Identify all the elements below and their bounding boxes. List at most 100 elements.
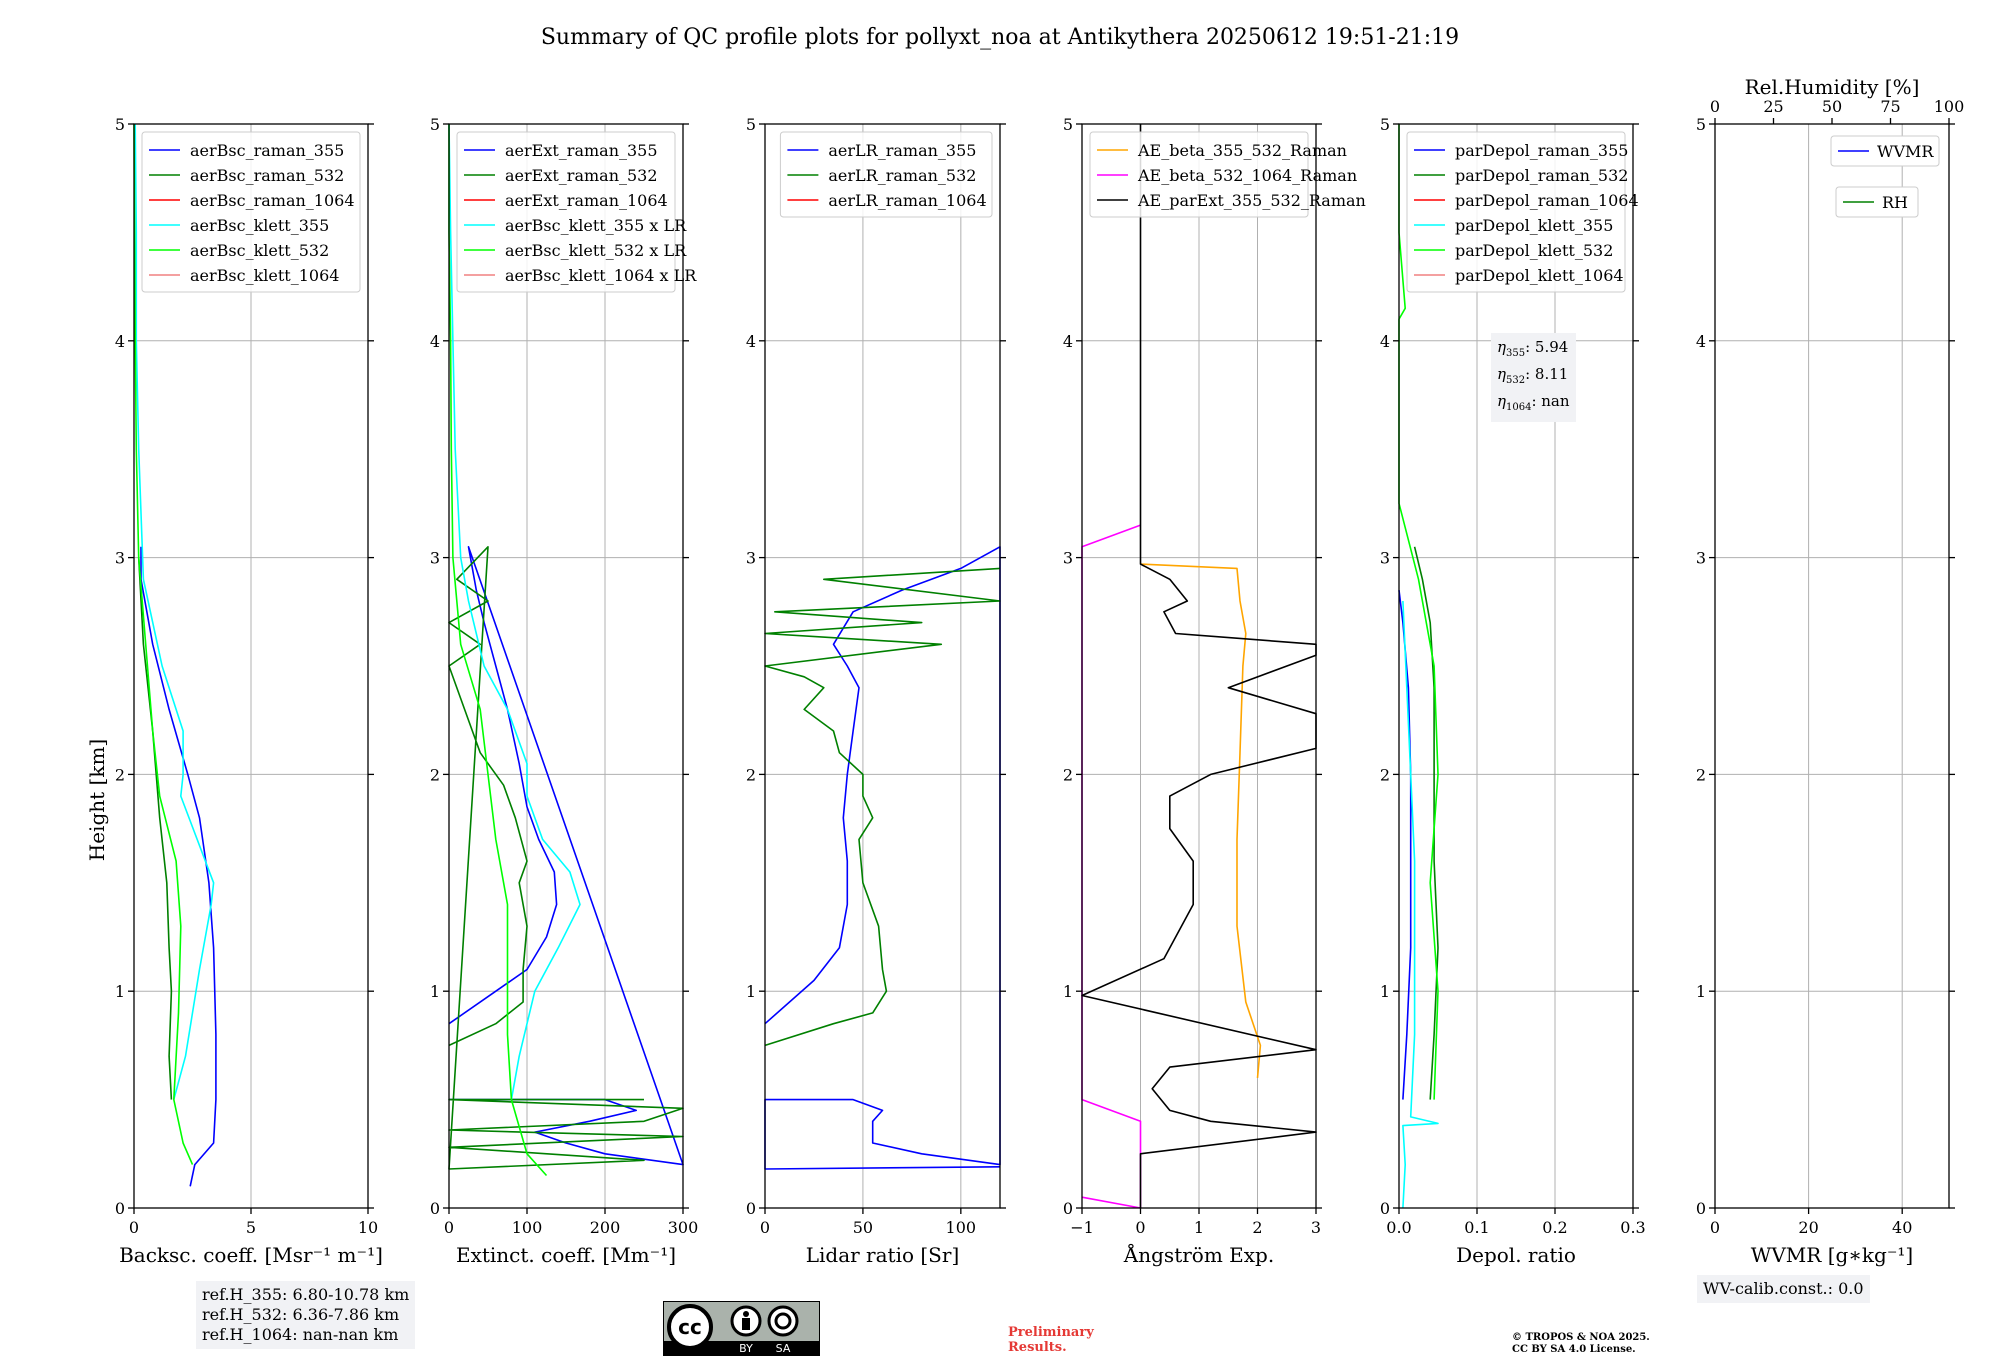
legend: parDepol_raman_355 parDepol_raman_532 parD… xyxy=(1406,131,1639,293)
x-tick-label: 0 xyxy=(444,1218,454,1237)
x-tick-label: 0.2 xyxy=(1542,1218,1567,1237)
legend-entry: aerBsc_klett_532 xyxy=(190,241,329,260)
sa-label: SA xyxy=(776,1342,791,1355)
y-tick-label: 2 xyxy=(430,765,440,784)
y-tick-label: 4 xyxy=(430,332,440,351)
x-tick-label: −1 xyxy=(1070,1218,1094,1237)
series-line-parDepol_raman_355 xyxy=(1398,590,1412,1100)
x-tick-label: 5 xyxy=(246,1218,256,1237)
y-tick-label: 5 xyxy=(746,115,756,134)
y-tick-label: 1 xyxy=(115,982,125,1001)
y-tick-label: 5 xyxy=(430,115,440,134)
legend-entry: aerExt_raman_532 xyxy=(505,166,658,185)
x-axis-label: Extinct. coeff. [Mm⁻¹] xyxy=(456,1243,676,1267)
y-tick-label: 1 xyxy=(1380,982,1390,1001)
eta-1064: η1064: nan xyxy=(1497,392,1570,413)
x2-tick-label: 0 xyxy=(1710,97,1720,116)
legend-entry: aerLR_raman_1064 xyxy=(828,191,986,210)
by-label: BY xyxy=(739,1342,753,1355)
y-tick-label: 4 xyxy=(115,332,125,351)
y-tick-label: 4 xyxy=(1063,332,1073,351)
x-tick-label: 3 xyxy=(1311,1218,1321,1237)
x-tick-label: 1 xyxy=(1194,1218,1204,1237)
y-tick-label: 2 xyxy=(1063,765,1073,784)
series-line-AE_parExt_355_532_Raman xyxy=(1081,124,1317,1208)
y-tick-label: 1 xyxy=(1063,982,1073,1001)
legend: WVMR xyxy=(1830,135,1940,167)
sa-icon xyxy=(767,1305,799,1337)
legend-entry: AE_parExt_355_532_Raman xyxy=(1137,191,1366,210)
x2-axis-label: Rel.Humidity [%] xyxy=(1745,75,1920,99)
series-line-parDepol_raman_532 xyxy=(1413,546,1439,1100)
panel-6: 0 20 40 0 1 2 3 4 5 WVMR [g∗kg⁻¹] 0 25 50 75 100 Rel.Hu… xyxy=(1696,75,1964,1267)
ref-height-532: ref.H_532: 6.36-7.86 km xyxy=(202,1305,400,1324)
x2-tick-label: 100 xyxy=(1934,97,1965,116)
copyright-note: © TROPOS & NOA 2025. CC BY SA 4.0 Licens… xyxy=(1512,1332,1650,1355)
x-axis-label: WVMR [g∗kg⁻¹] xyxy=(1751,1243,1913,1267)
y-tick-label: 0 xyxy=(430,1199,440,1218)
y-tick-label: 0 xyxy=(1696,1199,1706,1218)
panel-2: 0 100 200 300 0 1 2 3 4 5 Extinct. coeff. [Mm⁻¹] ae… xyxy=(430,115,698,1267)
x-axis-label: Lidar ratio [Sr] xyxy=(806,1243,960,1267)
axes-frame xyxy=(448,123,684,1209)
legend-entry: aerBsc_klett_532 x LR xyxy=(505,241,687,260)
x2-tick-label: 50 xyxy=(1822,97,1842,116)
eta-355: η355: 5.94 xyxy=(1497,338,1569,359)
legend-entry: parDepol_klett_355 xyxy=(1455,216,1613,235)
y-tick-label: 4 xyxy=(746,332,756,351)
legend-entry: aerExt_raman_355 xyxy=(505,141,658,160)
x-tick-label: 300 xyxy=(668,1218,699,1237)
legend-entry: aerBsc_raman_355 xyxy=(190,141,344,160)
series-line-aerBsc_raman_532 xyxy=(137,557,173,1100)
legend-entry: aerBsc_raman_1064 xyxy=(190,191,355,210)
x-tick-label: 100 xyxy=(512,1218,543,1237)
ref-height-1064: ref.H_1064: nan-nan km xyxy=(202,1325,399,1344)
x-tick-label: 200 xyxy=(590,1218,621,1237)
series-line-aerExt_raman_355 xyxy=(448,546,684,1166)
panel-5: 0.0 0.1 0.2 0.3 0 1 2 3 4 5 Depol. ratio parDepol_r… xyxy=(1380,115,1646,1267)
axes-frame xyxy=(1714,123,1950,1209)
axes-frame xyxy=(1398,123,1634,1209)
y-tick-label: 2 xyxy=(1380,765,1390,784)
y-tick-label: 0 xyxy=(115,1199,125,1218)
y-tick-label: 5 xyxy=(1380,115,1390,134)
legend-entry: AE_beta_532_1064_Raman xyxy=(1137,166,1357,185)
y-tick-label: 4 xyxy=(1380,332,1390,351)
legend-entry: RH xyxy=(1882,193,1908,212)
series-line-parDepol_klett_355 xyxy=(1402,600,1439,1209)
series-line-parDepol_klett_532 xyxy=(1398,124,1439,1100)
y-tick-label: 2 xyxy=(115,765,125,784)
series-line-aerBsc_klett_532 x LR xyxy=(448,124,548,1177)
x-tick-label: 0 xyxy=(129,1218,139,1237)
cc-license-badge: cc BY SA xyxy=(663,1301,820,1356)
y-tick-label: 1 xyxy=(1696,982,1706,1001)
series-line-AE_beta_532_1064_Raman xyxy=(1081,524,1142,1209)
x-tick-label: 2 xyxy=(1252,1218,1262,1237)
y-tick-label: 3 xyxy=(1696,549,1706,568)
x-tick-label: 50 xyxy=(853,1218,873,1237)
series-line-aerBsc_raman_355 xyxy=(140,546,217,1187)
x-tick-label: 20 xyxy=(1798,1218,1818,1237)
series-line-AE_beta_355_532_Raman xyxy=(1140,563,1262,1078)
legend-entry: parDepol_raman_355 xyxy=(1455,141,1628,160)
y-tick-label: 4 xyxy=(1696,332,1706,351)
legend-entry: parDepol_raman_1064 xyxy=(1455,191,1639,210)
legend-entry: aerExt_raman_1064 xyxy=(505,191,668,210)
y-tick-label: 0 xyxy=(1063,1199,1073,1218)
legend-entry: aerBsc_klett_1064 x LR xyxy=(505,266,697,285)
legend-entry: aerBsc_klett_355 x LR xyxy=(505,216,687,235)
x-tick-label: 40 xyxy=(1892,1218,1912,1237)
y-tick-label: 0 xyxy=(746,1199,756,1218)
y-axis-label: Height [km] xyxy=(85,739,109,861)
legend-entry: parDepol_klett_1064 xyxy=(1455,266,1624,285)
svg-text:cc: cc xyxy=(678,1315,702,1339)
legend: aerBsc_raman_355 aerBsc_raman_532 aerBsc_r… xyxy=(141,131,361,293)
legend-entry: aerLR_raman_532 xyxy=(828,166,976,185)
series-line-aerBsc_klett_355 xyxy=(134,123,215,1100)
eta-box: η355: 5.94 η532: 8.11 η1064: nan xyxy=(1491,333,1576,422)
y-tick-label: 3 xyxy=(1063,549,1073,568)
y-tick-label: 3 xyxy=(430,549,440,568)
legend-entry: parDepol_raman_532 xyxy=(1455,166,1628,185)
